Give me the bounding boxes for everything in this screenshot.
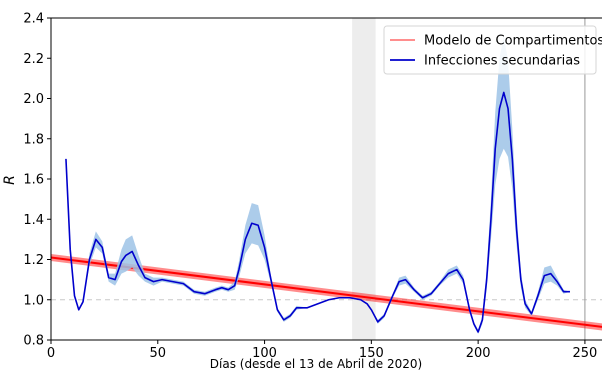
y-tick-label: 2.0 xyxy=(23,92,44,107)
x-tick-label: 50 xyxy=(150,346,167,361)
y-tick-label: 0.8 xyxy=(23,334,44,349)
x-tick-label: 200 xyxy=(466,346,491,361)
y-tick-label: 1.8 xyxy=(23,132,44,147)
y-tick-label: 1.6 xyxy=(23,173,44,188)
legend-label-compartment-model: Modelo de Compartimentos xyxy=(424,34,602,49)
y-axis-title: R xyxy=(2,175,18,185)
x-tick-label: 250 xyxy=(573,346,598,361)
x-axis-title: Días (desde el 13 de Abril de 2020) xyxy=(210,357,422,371)
legend: Modelo de Compartimentos Infecciones secu… xyxy=(383,25,602,75)
x-tick-label: 0 xyxy=(47,346,55,361)
y-tick-label: 1.2 xyxy=(23,253,44,268)
y-tick-label: 2.2 xyxy=(23,52,44,67)
legend-label-secondary-infections: Infecciones secundarias xyxy=(424,54,580,69)
x-tick-label: 100 xyxy=(252,346,277,361)
y-tick-label: 2.4 xyxy=(23,12,44,27)
legend-box xyxy=(383,25,597,75)
axes: 0 50 100 150 200 250 0.8 1.0 1.2 1.4 1.6 1.8 2.0 2.2 2… xyxy=(23,12,602,361)
y-tick-label: 1.0 xyxy=(23,293,44,308)
x-tick-label: 150 xyxy=(359,346,384,361)
plot-area xyxy=(51,18,602,340)
y-tick-label: 1.4 xyxy=(23,213,44,228)
secondary-infections-line xyxy=(65,91,570,333)
shaded-span xyxy=(352,18,376,340)
